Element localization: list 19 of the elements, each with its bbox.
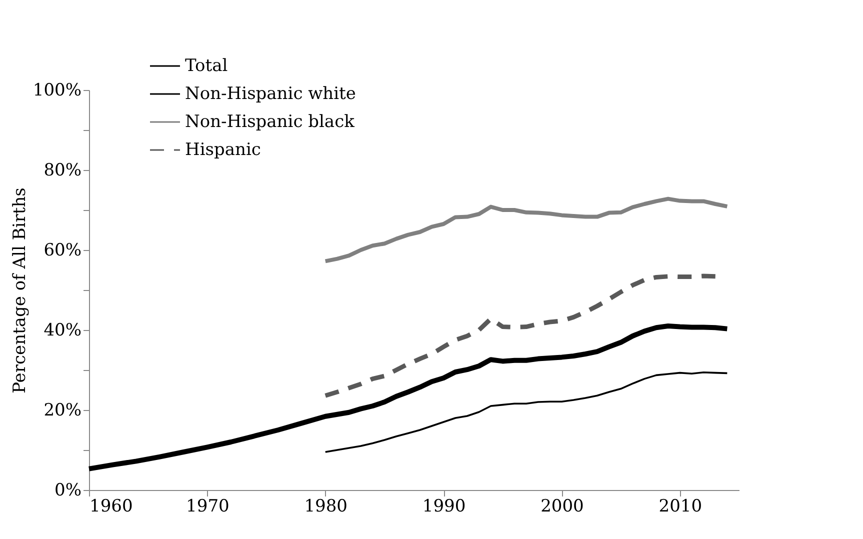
x-tick-label: 1980 (304, 496, 348, 516)
x-tick-label: 1960 (90, 496, 133, 516)
y-tick-label: 60% (44, 240, 82, 260)
x-tick-label: 1970 (186, 496, 230, 516)
legend-label: Non-Hispanic black (185, 112, 356, 132)
x-tick-label: 1990 (422, 496, 466, 516)
y-tick-label: 100% (32, 80, 82, 100)
y-tick-label: 80% (44, 160, 82, 180)
legend-label: Non-Hispanic white (185, 84, 356, 104)
y-axis-title: Percentage of All Births (10, 188, 30, 394)
legend-label: Hispanic (185, 140, 261, 160)
y-tick-label: 20% (44, 400, 82, 420)
legend-label: Total (185, 56, 228, 76)
line-series (324, 372, 728, 453)
line-series (323, 196, 730, 264)
x-tick-label: 2000 (540, 496, 584, 516)
y-tick-label: 40% (44, 320, 82, 340)
x-tick-label: 2010 (658, 496, 702, 516)
y-tick-label: 0% (54, 480, 82, 500)
